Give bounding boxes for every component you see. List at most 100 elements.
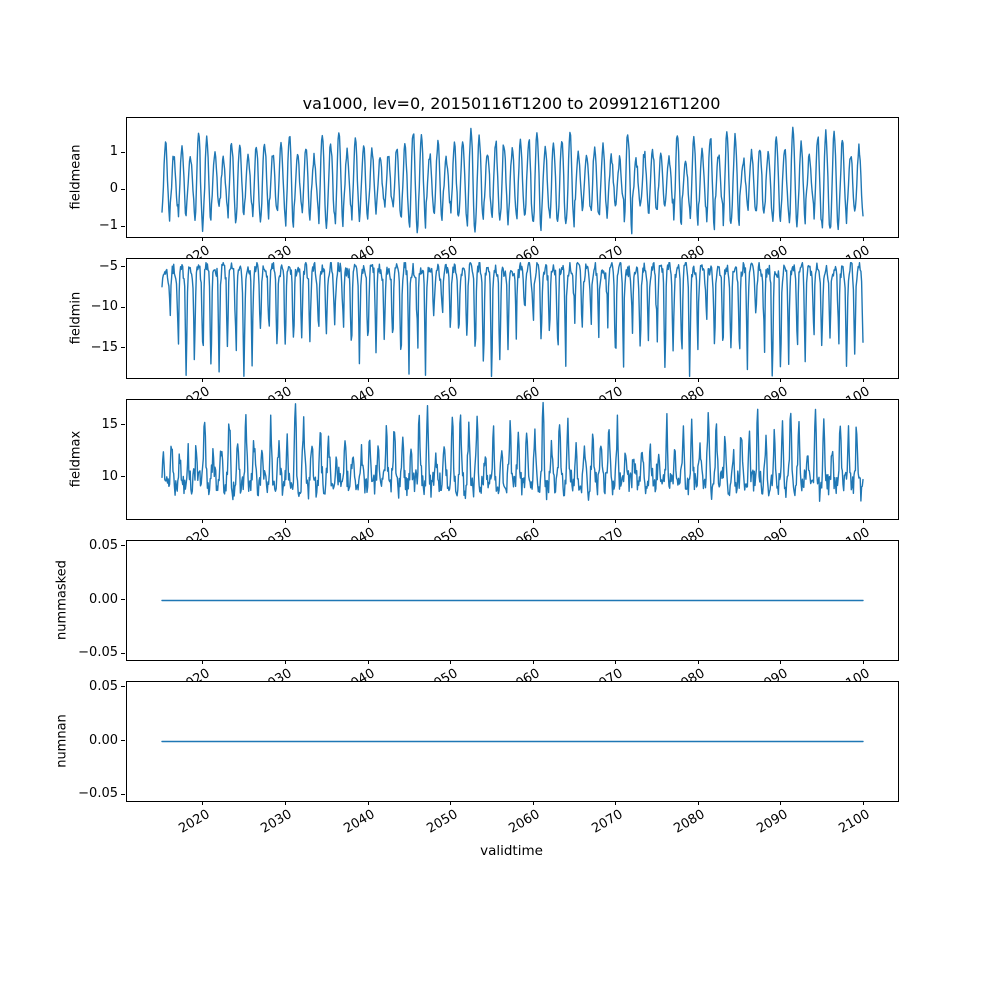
y-tick-mark	[121, 266, 125, 268]
y-tick-mark	[121, 686, 125, 688]
x-tick-mark	[284, 660, 286, 664]
x-tick-mark	[202, 660, 204, 664]
y-tick-mark	[121, 347, 125, 349]
x-tick-mark	[532, 519, 534, 523]
y-tick-label: 1	[109, 144, 118, 160]
x-tick-mark	[532, 801, 534, 805]
x-tick-mark	[862, 237, 864, 241]
x-tick-mark	[202, 519, 204, 523]
x-tick-mark	[615, 237, 617, 241]
x-tick-mark	[367, 237, 369, 241]
x-tick-mark	[697, 660, 699, 664]
y-tick-mark	[121, 151, 125, 153]
x-tick-mark	[862, 660, 864, 664]
x-tick-mark	[367, 519, 369, 523]
x-tick-label: 2080	[671, 807, 708, 837]
nummasked-series	[161, 599, 864, 602]
x-tick-label: 2030	[258, 807, 295, 837]
y-tick-mark	[121, 793, 125, 795]
x-tick-mark	[697, 237, 699, 241]
x-tick-mark	[697, 519, 699, 523]
x-tick-mark	[780, 378, 782, 382]
y-tick-label: 15	[101, 416, 118, 432]
x-tick-label: 2090	[754, 807, 791, 837]
fieldmean-series	[161, 126, 864, 235]
y-axis-label-fieldmin: fieldmin	[68, 291, 84, 344]
y-tick-label: −1	[98, 218, 118, 234]
x-tick-mark	[450, 660, 452, 664]
y-tick-label: −0.05	[78, 645, 118, 660]
y-tick-mark	[121, 652, 125, 654]
x-tick-mark	[367, 801, 369, 805]
x-tick-label: 2100	[836, 807, 873, 837]
y-axis-label-numnan: numnan	[54, 713, 70, 768]
y-tick-label: 0	[109, 181, 118, 197]
y-tick-mark	[121, 545, 125, 547]
x-tick-mark	[202, 801, 204, 805]
subplot-fieldmax	[126, 399, 899, 523]
y-tick-label: 0.00	[89, 732, 118, 748]
y-tick-mark	[121, 424, 125, 426]
y-tick-label: 0.00	[89, 591, 118, 607]
fieldmean-line	[161, 126, 864, 235]
subplot-nummasked	[126, 540, 899, 664]
x-tick-mark	[367, 378, 369, 382]
y-tick-mark	[121, 599, 125, 600]
x-tick-mark	[450, 237, 452, 241]
y-axis-label-nummasked: nummasked	[54, 559, 70, 640]
x-tick-mark	[615, 378, 617, 382]
x-tick-mark	[202, 378, 204, 382]
y-tick-label: −15	[90, 339, 118, 355]
y-tick-mark	[121, 225, 125, 227]
x-tick-mark	[697, 378, 699, 382]
x-tick-label: 2060	[506, 807, 543, 837]
x-tick-mark	[862, 801, 864, 805]
x-tick-mark	[862, 378, 864, 382]
fieldmin-line	[161, 261, 864, 378]
subplot-fieldmin	[126, 258, 899, 382]
figure-title: va1000, lev=0, 20150116T1200 to 20991216…	[302, 94, 721, 113]
x-axis-title: validtime	[480, 843, 543, 859]
x-tick-mark	[284, 801, 286, 805]
y-tick-mark	[121, 740, 125, 741]
x-tick-mark	[284, 237, 286, 241]
x-tick-mark	[780, 801, 782, 805]
y-tick-label: 0.05	[89, 678, 118, 694]
x-tick-mark	[780, 660, 782, 664]
x-tick-label: 2070	[589, 807, 626, 837]
x-tick-label: 2040	[341, 807, 378, 837]
x-tick-mark	[780, 519, 782, 523]
x-tick-mark	[367, 660, 369, 664]
x-tick-label: 2020	[176, 807, 213, 837]
x-tick-mark	[532, 237, 534, 241]
y-axis-label-fieldmax: fieldmax	[68, 430, 84, 487]
y-tick-label: 10	[101, 468, 118, 484]
x-tick-label: 2050	[423, 807, 461, 837]
x-tick-mark	[284, 519, 286, 523]
fieldmax-line	[161, 401, 864, 502]
x-tick-mark	[862, 519, 864, 523]
x-tick-mark	[450, 519, 452, 523]
x-tick-mark	[615, 519, 617, 523]
y-tick-mark	[121, 188, 125, 190]
y-tick-label: −5	[98, 258, 118, 274]
x-tick-mark	[697, 801, 699, 805]
x-tick-mark	[615, 660, 617, 664]
y-tick-mark	[121, 306, 125, 308]
y-tick-label: −0.05	[78, 786, 118, 801]
subplot-numnan	[126, 681, 899, 805]
x-tick-mark	[532, 378, 534, 382]
fieldmin-series	[161, 261, 864, 378]
x-tick-mark	[450, 378, 452, 382]
x-tick-mark	[532, 660, 534, 664]
x-tick-mark	[284, 378, 286, 382]
x-tick-mark	[202, 237, 204, 241]
x-tick-mark	[780, 237, 782, 241]
x-tick-mark	[450, 801, 452, 805]
x-tick-mark	[615, 801, 617, 805]
y-tick-label: −10	[90, 299, 118, 315]
y-axis-label-fieldmean: fieldmean	[68, 144, 84, 209]
fieldmax-series	[161, 401, 864, 502]
y-tick-mark	[121, 476, 125, 478]
